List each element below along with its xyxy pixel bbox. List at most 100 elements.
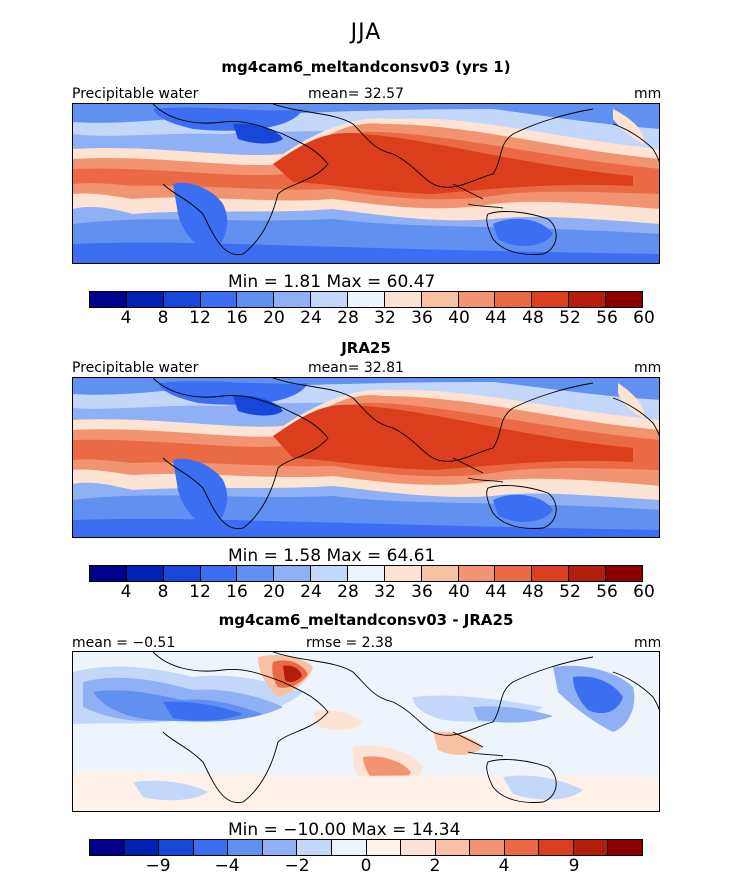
panel2-tick: 56: [596, 582, 618, 602]
panel3-tick: −2: [284, 856, 310, 876]
panel1-tick: 28: [337, 308, 359, 328]
panel3-map-svg: [73, 652, 659, 811]
colorbar-swatch: [458, 566, 496, 581]
panel2-tick: 12: [189, 582, 211, 602]
panel3-mean-label: mean = −0.51: [72, 635, 176, 651]
colorbar-swatch: [237, 292, 275, 307]
colorbar-swatch: [569, 292, 607, 307]
colorbar-swatch: [532, 566, 570, 581]
colorbar-swatch: [311, 566, 349, 581]
colorbar-swatch: [458, 292, 496, 307]
panel2-tick: 36: [411, 582, 433, 602]
panel2-colorbar: [89, 565, 643, 582]
panel1-tick: 20: [263, 308, 285, 328]
colorbar-swatch: [90, 840, 125, 855]
colorbar-swatch: [569, 566, 607, 581]
panel1-tick: 56: [596, 308, 618, 328]
colorbar-swatch: [297, 840, 332, 855]
panel1-tick: 60: [633, 308, 655, 328]
panel2-tick: 28: [337, 582, 359, 602]
panel1-mean-label: mean= 32.57: [308, 86, 404, 102]
colorbar-swatch: [237, 566, 275, 581]
panel-title-model: mg4cam6_meltandconsv03 (yrs 1): [221, 58, 511, 76]
colorbar-swatch: [384, 566, 422, 581]
panel1-minmax: Min = 1.81 Max = 60.47: [228, 272, 436, 292]
colorbar-swatch: [200, 292, 238, 307]
panel1-units-label: mm: [634, 86, 662, 102]
panel1-tick: 32: [374, 308, 396, 328]
colorbar-swatch: [401, 840, 436, 855]
panel2-units-label: mm: [634, 360, 662, 376]
panel1-tick: 16: [226, 308, 248, 328]
colorbar-swatch: [606, 566, 642, 581]
colorbar-swatch: [608, 840, 642, 855]
colorbar-swatch: [311, 292, 349, 307]
panel3-tick: 0: [360, 856, 372, 876]
colorbar-swatch: [470, 840, 505, 855]
panel2-tick: 8: [157, 582, 169, 602]
panel3-map: [72, 651, 660, 812]
panel1-tick: 4: [120, 308, 132, 328]
panel3-tick: 2: [429, 856, 441, 876]
panel1-tick: 48: [522, 308, 544, 328]
colorbar-swatch: [90, 292, 127, 307]
colorbar-swatch: [331, 840, 367, 855]
panel3-minmax: Min = −10.00 Max = 14.34: [228, 820, 461, 840]
panel2-minmax: Min = 1.58 Max = 64.61: [228, 546, 436, 566]
season-title: JJA: [350, 20, 382, 45]
panel2-variable-label: Precipitable water: [72, 360, 199, 376]
colorbar-swatch: [163, 292, 201, 307]
panel1-map: [72, 103, 660, 264]
panel1-tick: 44: [485, 308, 507, 328]
panel3-rmse-label: rmse = 2.38: [306, 635, 393, 651]
panel2-tick: 4: [120, 582, 132, 602]
panel2-map-svg: [73, 378, 659, 537]
panel1-map-svg: [73, 104, 659, 263]
panel1-variable-label: Precipitable water: [72, 86, 199, 102]
colorbar-swatch: [124, 840, 160, 855]
panel1-tick: 40: [448, 308, 470, 328]
colorbar-swatch: [532, 292, 570, 307]
colorbar-swatch: [159, 840, 194, 855]
colorbar-swatch: [348, 292, 385, 307]
colorbar-swatch: [126, 566, 164, 581]
panel1-tick: 8: [157, 308, 169, 328]
panel3-tick: −9: [145, 856, 171, 876]
colorbar-swatch: [163, 566, 201, 581]
panel1-tick: 36: [411, 308, 433, 328]
colorbar-swatch: [193, 840, 229, 855]
colorbar-swatch: [90, 566, 127, 581]
colorbar-swatch: [262, 840, 298, 855]
panel1-tick: 24: [300, 308, 322, 328]
panel1-colorbar: [89, 291, 643, 308]
colorbar-swatch: [200, 566, 238, 581]
colorbar-swatch: [435, 840, 471, 855]
panel1-tick: 12: [189, 308, 211, 328]
panel2-tick: 16: [226, 582, 248, 602]
colorbar-swatch: [348, 566, 385, 581]
panel3-colorbar: [89, 839, 643, 856]
panel2-tick: 20: [263, 582, 285, 602]
panel3-units-label: mm: [634, 635, 662, 651]
panel2-tick: 52: [559, 582, 581, 602]
colorbar-swatch: [274, 566, 312, 581]
panel2-tick: 44: [485, 582, 507, 602]
panel2-tick: 60: [633, 582, 655, 602]
panel3-tick: 4: [498, 856, 510, 876]
colorbar-swatch: [274, 292, 312, 307]
colorbar-swatch: [504, 840, 540, 855]
colorbar-swatch: [539, 840, 574, 855]
panel2-tick: 40: [448, 582, 470, 602]
colorbar-swatch: [384, 292, 422, 307]
colorbar-swatch: [495, 292, 533, 307]
colorbar-swatch: [573, 840, 609, 855]
colorbar-swatch: [495, 566, 533, 581]
panel2-mean-label: mean= 32.81: [308, 360, 404, 376]
colorbar-swatch: [421, 566, 459, 581]
colorbar-swatch: [228, 840, 263, 855]
panel2-tick: 24: [300, 582, 322, 602]
panel1-tick: 52: [559, 308, 581, 328]
colorbar-swatch: [606, 292, 642, 307]
panel3-tick: −4: [214, 856, 240, 876]
panel2-tick: 32: [374, 582, 396, 602]
